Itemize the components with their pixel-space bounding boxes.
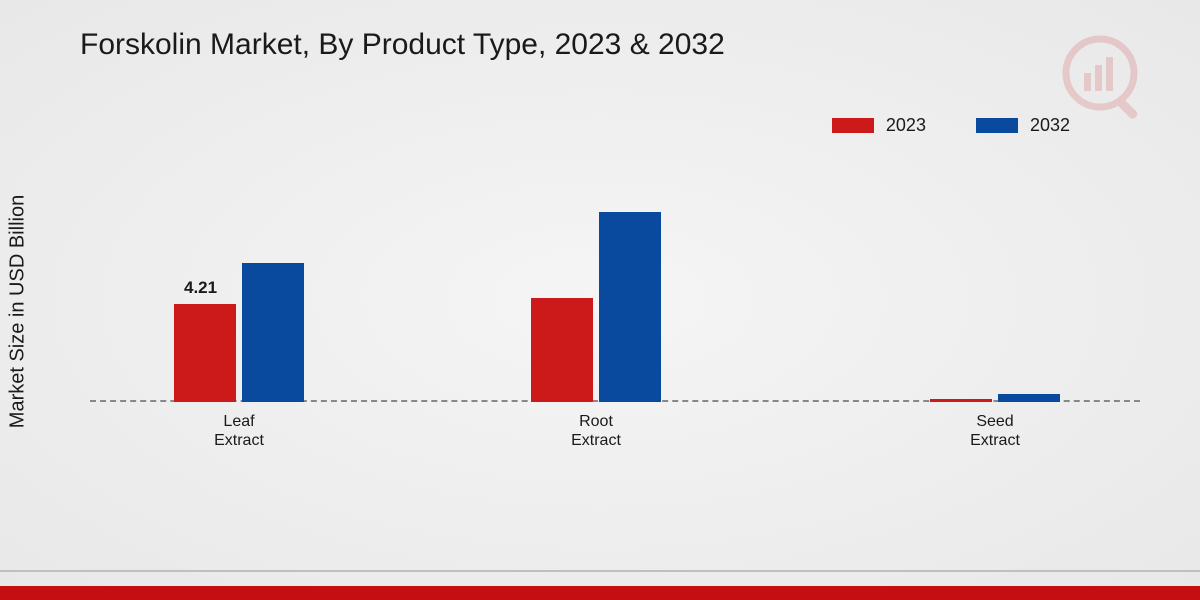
- chart-area: LeafExtract RootExtract SeedExtract 4.21: [90, 170, 1140, 450]
- legend: 2023 2032: [832, 115, 1070, 136]
- bar: [174, 304, 236, 402]
- data-label: 4.21: [184, 278, 217, 298]
- brand-logo: [1060, 35, 1150, 130]
- bar-group: [531, 212, 661, 402]
- legend-swatch-2032: [976, 118, 1018, 133]
- legend-swatch-2023: [832, 118, 874, 133]
- bar: [531, 298, 593, 402]
- legend-item-2023: 2023: [832, 115, 926, 136]
- x-axis-label: LeafExtract: [174, 412, 304, 450]
- legend-label-2023: 2023: [886, 115, 926, 136]
- footer-line: [0, 570, 1200, 572]
- x-axis-label: SeedExtract: [930, 412, 1060, 450]
- bar: [599, 212, 661, 402]
- bar: [998, 394, 1060, 402]
- y-axis-label: Market Size in USD Billion: [7, 195, 30, 428]
- legend-item-2032: 2032: [976, 115, 1070, 136]
- bar: [930, 399, 992, 402]
- chart-title: Forskolin Market, By Product Type, 2023 …: [80, 28, 725, 62]
- footer-bar: [0, 586, 1200, 600]
- bar: [242, 263, 304, 402]
- bar-group: [930, 394, 1060, 402]
- x-axis-label: RootExtract: [531, 412, 661, 450]
- legend-label-2032: 2032: [1030, 115, 1070, 136]
